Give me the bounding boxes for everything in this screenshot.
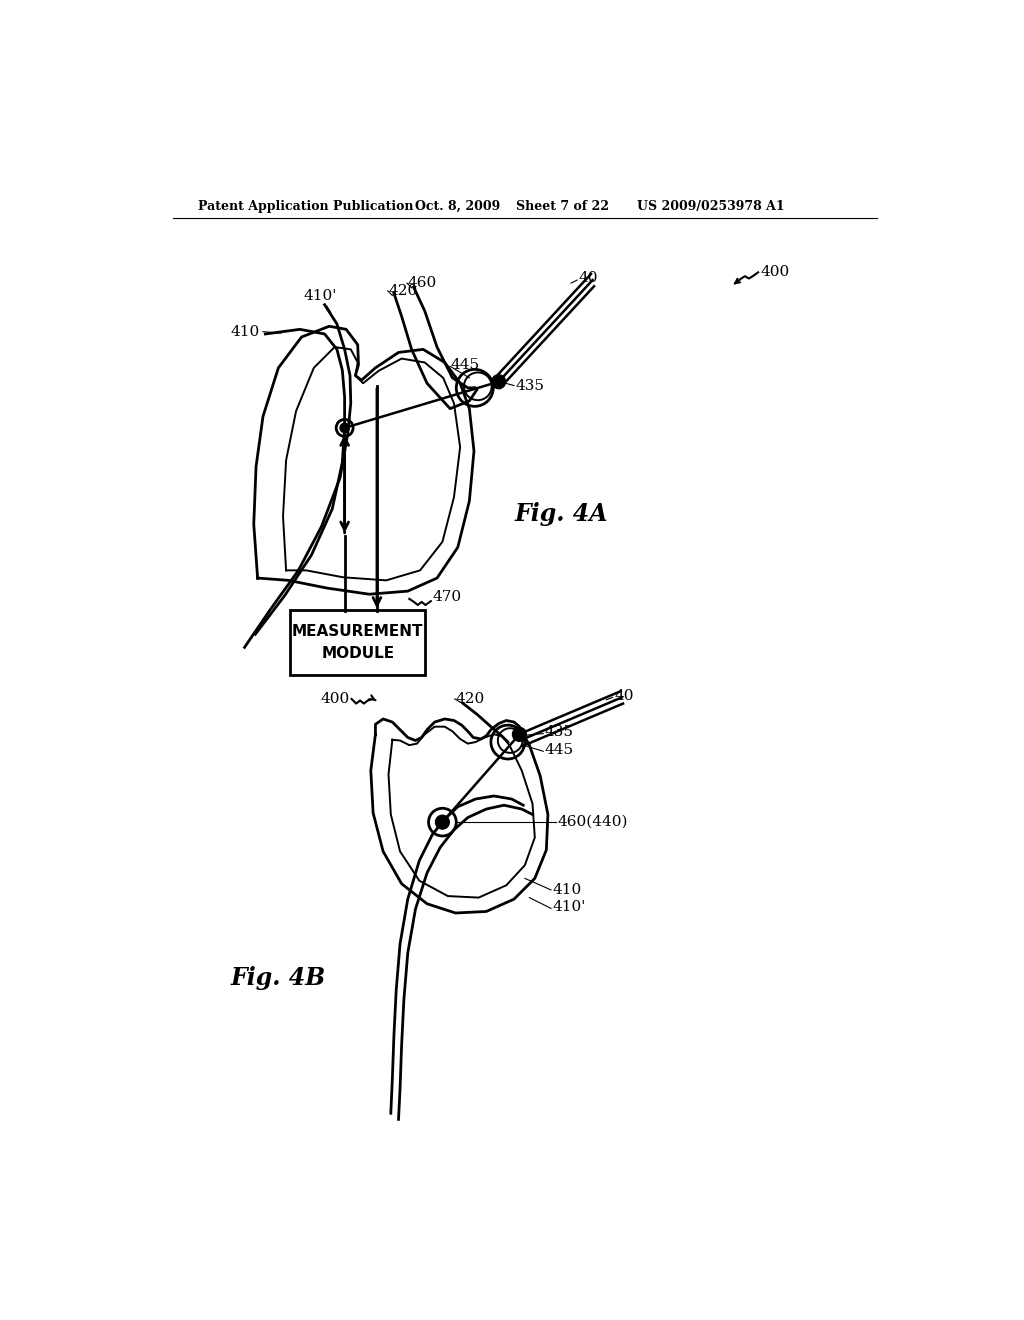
Text: Fig. 4A: Fig. 4A [515, 502, 608, 527]
Text: Oct. 8, 2009: Oct. 8, 2009 [416, 199, 501, 213]
Text: 420: 420 [388, 284, 418, 298]
Text: 460: 460 [408, 276, 437, 290]
Text: 410': 410' [553, 900, 586, 913]
Text: 410': 410' [303, 289, 337, 304]
Text: 400: 400 [761, 265, 790, 280]
Text: Patent Application Publication: Patent Application Publication [199, 199, 414, 213]
Circle shape [492, 375, 506, 388]
Text: 435: 435 [515, 379, 545, 392]
Text: 445: 445 [451, 358, 480, 372]
Circle shape [512, 727, 526, 742]
Text: Sheet 7 of 22: Sheet 7 of 22 [515, 199, 608, 213]
Text: Fig. 4B: Fig. 4B [230, 966, 326, 990]
FancyBboxPatch shape [290, 610, 425, 675]
Text: 400: 400 [321, 692, 350, 706]
Text: 410: 410 [230, 325, 260, 339]
Text: 445: 445 [545, 743, 573, 756]
Text: MEASUREMENT
MODULE: MEASUREMENT MODULE [292, 624, 424, 661]
Text: 410: 410 [553, 883, 582, 896]
Circle shape [435, 816, 450, 829]
Text: 435: 435 [545, 725, 573, 739]
Text: 460(440): 460(440) [558, 816, 629, 829]
Text: 40: 40 [579, 271, 598, 285]
Text: 470: 470 [432, 590, 462, 605]
Text: 40: 40 [614, 689, 634, 702]
Text: 420: 420 [456, 692, 484, 706]
Text: US 2009/0253978 A1: US 2009/0253978 A1 [637, 199, 784, 213]
Circle shape [340, 424, 349, 433]
